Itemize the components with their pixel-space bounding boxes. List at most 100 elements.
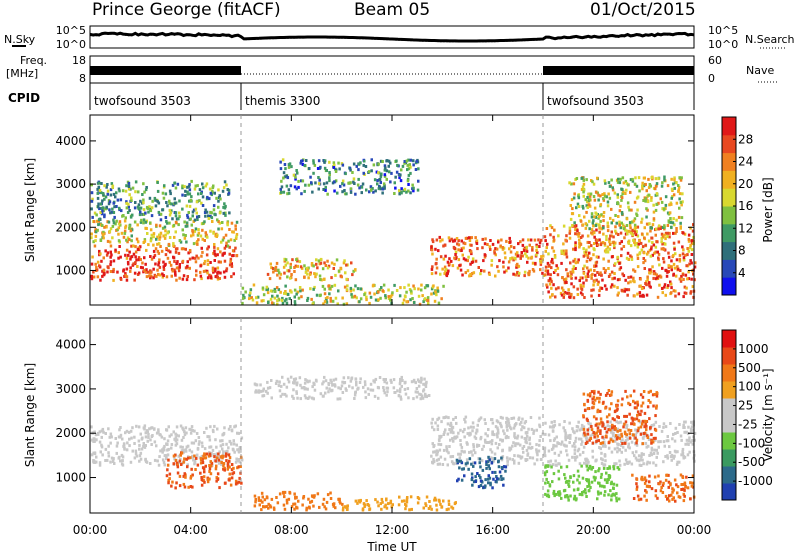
scatter-cell	[585, 417, 589, 421]
scatter-cell	[110, 253, 113, 257]
scatter-cell	[369, 382, 373, 386]
scatter-cell	[576, 449, 580, 453]
scatter-cell	[523, 437, 527, 440]
scatter-cell	[144, 435, 148, 439]
scatter-cell	[195, 432, 199, 435]
scatter-cell	[190, 234, 193, 238]
scatter-cell	[174, 230, 177, 234]
scatter-cell	[574, 178, 577, 181]
scatter-cell	[523, 274, 526, 278]
scatter-cell	[593, 215, 596, 219]
scatter-cell	[359, 377, 362, 381]
scatter-cell	[163, 437, 166, 441]
scatter-cell	[137, 190, 140, 194]
scatter-cell	[269, 505, 273, 509]
scatter-cell	[286, 192, 289, 196]
scatter-cell	[93, 451, 97, 455]
colorbar-cell	[722, 398, 736, 416]
scatter-cell	[149, 221, 152, 225]
scatter-cell	[538, 241, 542, 245]
scatter-cell	[330, 261, 334, 265]
scatter-cell	[655, 227, 658, 231]
scatter-cell	[457, 248, 460, 252]
scatter-cell	[633, 401, 637, 405]
scatter-cell	[581, 493, 584, 497]
scatter-cell	[459, 443, 462, 447]
scatter-cell	[682, 499, 686, 503]
scatter-cell	[376, 500, 379, 504]
velocity-colorbar-label: Velocity [m s⁻¹]	[761, 368, 775, 461]
scatter-cell	[308, 506, 311, 510]
scatter-cell	[424, 385, 428, 388]
scatter-cell	[520, 455, 524, 459]
scatter-cell	[368, 301, 371, 305]
scatter-cell	[621, 223, 625, 227]
scatter-cell	[579, 291, 583, 295]
scatter-cell	[633, 223, 637, 227]
scatter-cell	[208, 435, 211, 439]
scatter-cell	[274, 265, 278, 269]
scatter-cell	[491, 242, 495, 246]
scatter-cell	[224, 450, 228, 454]
scatter-cell	[188, 249, 192, 252]
scatter-cell	[94, 228, 97, 232]
scatter-cell	[588, 484, 591, 487]
scatter-cell	[114, 437, 117, 440]
scatter-cell	[586, 196, 589, 199]
scatter-cell	[277, 268, 280, 272]
scatter-cell	[472, 464, 475, 468]
scatter-cell	[412, 159, 415, 163]
scatter-cell	[436, 418, 439, 422]
scatter-cell	[137, 425, 141, 429]
x-tick-label: 12:00	[375, 523, 410, 537]
scatter-cell	[682, 423, 685, 427]
scatter-cell	[329, 299, 333, 303]
scatter-cell	[652, 404, 655, 408]
scatter-cell	[137, 203, 141, 207]
scatter-cell	[285, 297, 288, 301]
scatter-cell	[678, 277, 682, 281]
scatter-cell	[568, 231, 571, 235]
scatter-cell	[516, 251, 519, 255]
scatter-cell	[649, 254, 653, 258]
scatter-cell	[689, 429, 693, 433]
scatter-cell	[399, 286, 402, 290]
scatter-cell	[605, 434, 608, 438]
scatter-cell	[275, 261, 279, 265]
scatter-cell	[582, 414, 585, 418]
scatter-cell	[660, 486, 663, 489]
scatter-cell	[678, 259, 682, 263]
scatter-cell	[433, 450, 437, 454]
scatter-cell	[172, 454, 176, 458]
scatter-cell	[620, 198, 623, 202]
scatter-cell	[569, 274, 572, 278]
scatter-cell	[659, 197, 662, 201]
scatter-cell	[598, 400, 601, 404]
scatter-cell	[459, 459, 463, 463]
scatter-cell	[304, 387, 307, 391]
scatter-cell	[641, 401, 645, 405]
scatter-cell	[403, 387, 407, 391]
scatter-cell	[102, 273, 106, 277]
scatter-cell	[603, 440, 606, 444]
scatter-cell	[447, 507, 450, 511]
scatter-cell	[330, 381, 333, 384]
scatter-cell	[603, 454, 607, 458]
scatter-cell	[587, 275, 590, 278]
scatter-cell	[576, 229, 579, 233]
scatter-cell	[600, 227, 604, 231]
scatter-cell	[535, 243, 538, 247]
scatter-cell	[538, 439, 541, 443]
scatter-cell	[476, 443, 479, 447]
scatter-cell	[341, 190, 344, 194]
scatter-cell	[443, 243, 447, 247]
scatter-cell	[343, 259, 346, 263]
scatter-cell	[643, 251, 646, 255]
scatter-cell	[102, 268, 106, 272]
scatter-cell	[621, 188, 624, 192]
scatter-cell	[134, 452, 138, 456]
scatter-cell	[281, 296, 284, 300]
scatter-cell	[608, 196, 612, 200]
scatter-cell	[126, 236, 130, 240]
scatter-cell	[332, 166, 336, 169]
